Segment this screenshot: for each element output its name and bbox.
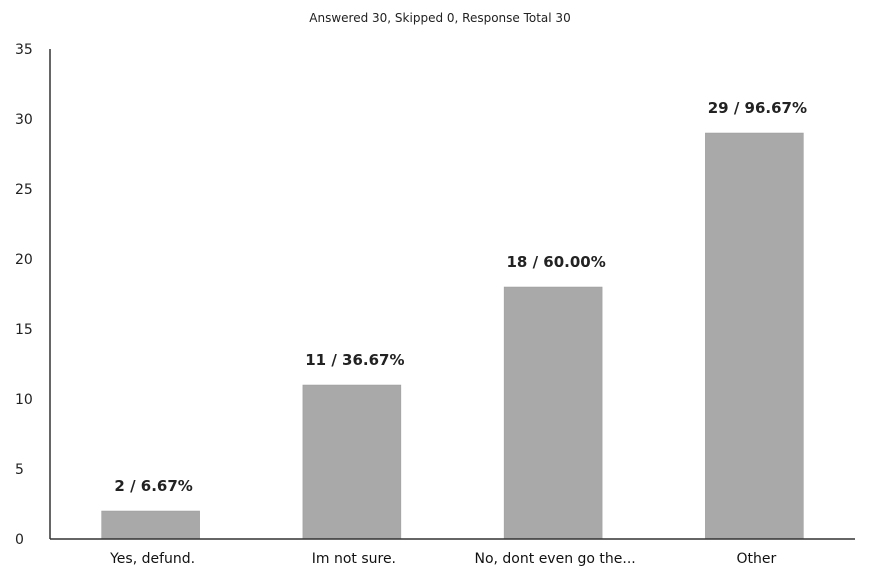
y-tick-label: 30 xyxy=(15,112,33,128)
x-tick-label: Im not sure. xyxy=(312,551,396,567)
bar xyxy=(705,132,804,540)
data-label: 2 / 6.67% xyxy=(114,477,192,495)
y-tick-label: 35 xyxy=(15,42,33,58)
bar xyxy=(503,286,603,540)
y-tick-label: 5 xyxy=(15,462,24,478)
y-tick-label: 10 xyxy=(15,392,33,408)
x-tick-label: Yes, defund. xyxy=(109,551,195,567)
bar xyxy=(302,384,402,540)
y-tick-label: 0 xyxy=(15,532,24,548)
data-labels: 2 / 6.67% 11 / 36.67% 18 / 60.00% 29 / 96.6… xyxy=(114,99,807,495)
data-label: 11 / 36.67% xyxy=(305,351,404,369)
data-label: 18 / 60.00% xyxy=(506,253,605,271)
bar xyxy=(101,510,200,540)
y-tick-label: 25 xyxy=(15,182,33,198)
x-axis-labels: Yes, defund. Im not sure. No, dont even go… xyxy=(109,551,776,567)
x-tick-label: Other xyxy=(736,551,776,567)
x-tick-label: No, dont even go the... xyxy=(474,551,635,567)
y-tick-label: 15 xyxy=(15,322,33,338)
data-label: 29 / 96.67% xyxy=(708,99,807,117)
y-axis-ticks: 0 5 10 15 20 25 30 35 xyxy=(15,42,33,548)
chart-title: Answered 30, Skipped 0, Response Total 3… xyxy=(309,11,570,25)
bars xyxy=(101,132,804,540)
y-tick-label: 20 xyxy=(15,252,33,268)
